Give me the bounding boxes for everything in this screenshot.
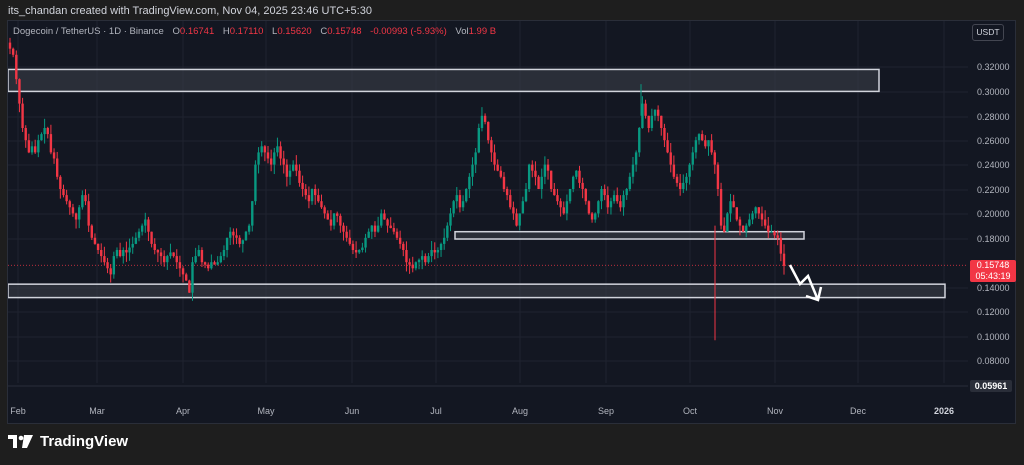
price-tick: 0.18000 — [977, 234, 1010, 244]
price-tick: 0.30000 — [977, 87, 1010, 97]
current-price: 0.15748 — [976, 260, 1010, 270]
time-tick: May — [257, 406, 275, 416]
price-tick: 0.28000 — [977, 112, 1010, 122]
price-tick: 0.10000 — [977, 332, 1010, 342]
resistance-zone — [8, 68, 880, 93]
low-price-marker: 0.05961 — [970, 380, 1012, 392]
time-tick: Jun — [344, 406, 360, 416]
time-tick: Apr — [175, 406, 191, 416]
price-tick: 0.22000 — [977, 185, 1010, 195]
time-tick: Mar — [89, 406, 105, 416]
symbol-name: Dogecoin / TetherUS · 1D · Binance — [13, 26, 164, 37]
bar-countdown: 05:43:19 — [975, 271, 1011, 281]
time-tick: Dec — [849, 406, 867, 416]
time-tick: Aug — [511, 406, 529, 416]
price-tick: 0.26000 — [977, 136, 1010, 146]
candlestick-plot[interactable] — [8, 21, 968, 401]
support-zone-mid — [454, 230, 805, 240]
time-tick: Sep — [597, 406, 615, 416]
brand-name: TradingView — [40, 433, 129, 450]
tradingview-logo[interactable]: TradingView — [8, 433, 128, 450]
support-zone-low — [8, 283, 946, 299]
time-tick: Oct — [682, 406, 698, 416]
high-value: 0.17110 — [229, 26, 264, 37]
price-tick: 0.24000 — [977, 160, 1010, 170]
close-value: 0.15748 — [327, 26, 362, 37]
projection-arrow — [788, 264, 820, 301]
price-tick: 0.08000 — [977, 356, 1010, 366]
symbol-legend: Dogecoin / TetherUS · 1D · Binance O0.16… — [13, 26, 497, 37]
time-tick: Nov — [766, 406, 784, 416]
time-tick: 2026 — [933, 406, 955, 416]
tradingview-logo-icon — [8, 434, 33, 448]
chart-credit: its_chandan created with TradingView.com… — [8, 5, 372, 17]
price-tick: 0.32000 — [977, 62, 1010, 72]
price-tick: 0.20000 — [977, 209, 1010, 219]
price-tick: 0.12000 — [977, 307, 1010, 317]
price-tick: 0.14000 — [977, 283, 1010, 293]
time-tick: Feb — [10, 406, 26, 416]
current-price-tag: 0.15748 05:43:19 — [970, 260, 1016, 282]
time-tick: Jul — [430, 406, 442, 416]
currency-button[interactable]: USDT — [972, 24, 1004, 41]
open-value: 0.16741 — [179, 26, 215, 37]
low-value: 0.15620 — [277, 26, 312, 37]
volume-value: 1.99 B — [468, 26, 497, 37]
change-value: -0.00993 (-5.93%) — [370, 26, 447, 37]
